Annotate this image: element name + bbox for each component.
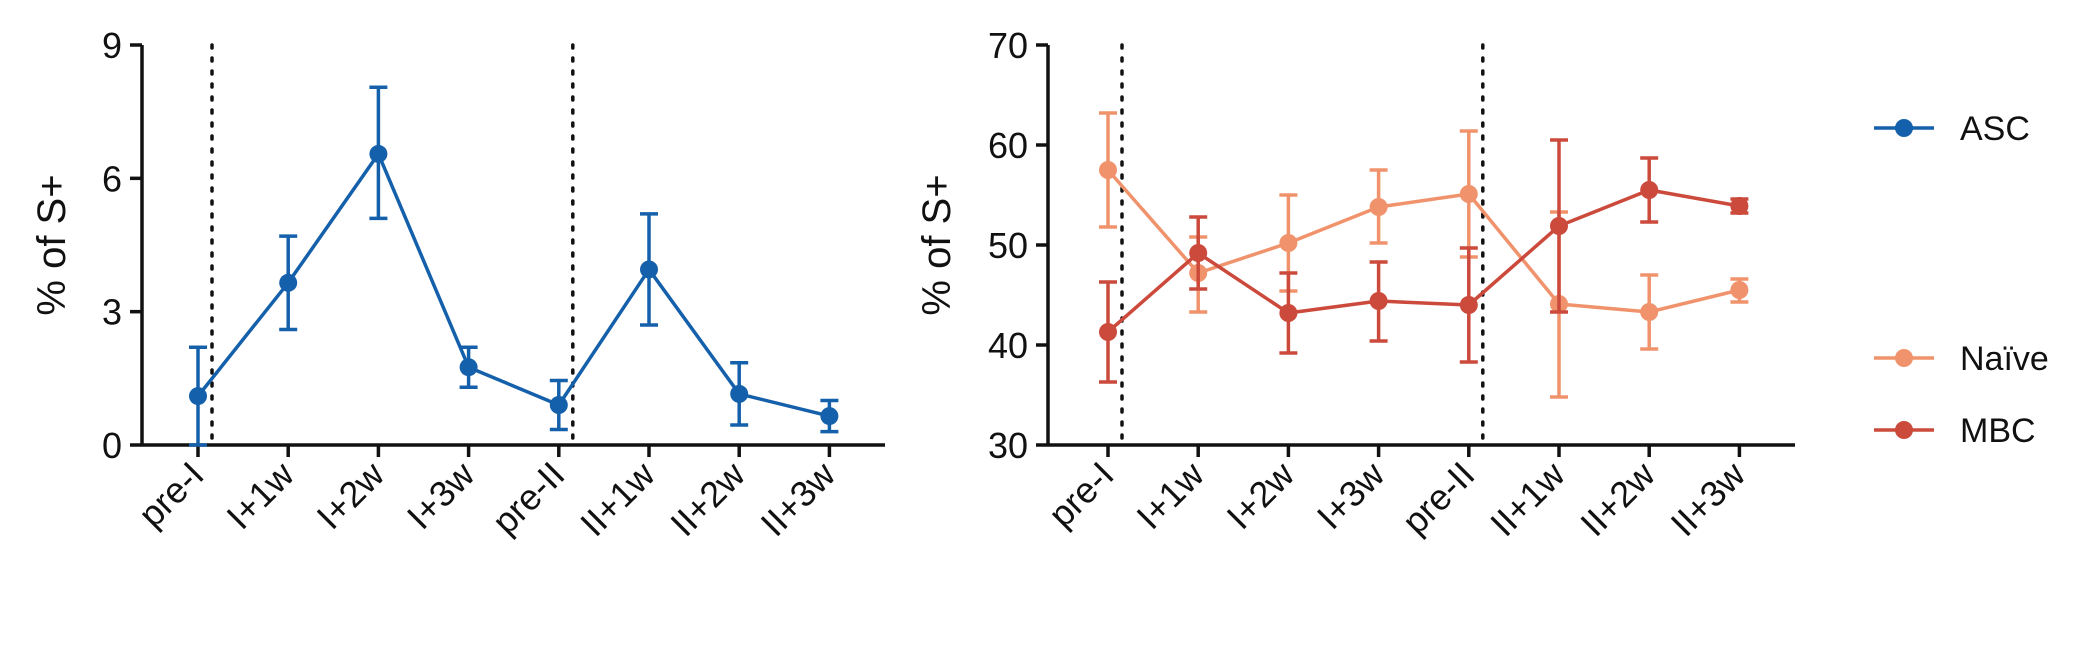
data-point-mbc-ii-2w <box>1640 181 1659 199</box>
data-point-mbc-i-3w <box>1369 292 1388 310</box>
legend-marker-mbc <box>1895 421 1913 439</box>
legend-item-mbc: MBC <box>1874 412 2036 450</box>
x-tick-label-i-2w: I+2w <box>309 453 393 537</box>
y-axis-title: % of S+ <box>915 174 959 315</box>
data-point-mbc-pre-ii <box>1459 296 1478 314</box>
y-tick-label-70: 70 <box>988 25 1028 66</box>
data-point-naive-i-3w <box>1369 198 1388 216</box>
legend-item-naive: Naïve <box>1874 340 2049 378</box>
x-tick-label-ii-3w: II+3w <box>753 453 844 544</box>
legend-label-asc: ASC <box>1960 110 2030 148</box>
data-point-asc-ii-2w <box>730 384 749 403</box>
data-point-naive-ii-2w <box>1640 303 1659 321</box>
x-tick-label-i-3w: I+3w <box>1309 453 1393 537</box>
x-tick-label-i-3w: I+3w <box>399 453 483 537</box>
legend-label-mbc: MBC <box>1960 412 2036 450</box>
x-tick-label-pre-ii: pre-II <box>484 454 572 542</box>
data-point-naive-ii-3w <box>1730 281 1749 299</box>
data-point-naive-pre-i <box>1099 161 1117 179</box>
data-point-asc-ii-3w <box>820 407 839 426</box>
series-naive <box>1099 111 1749 399</box>
legend-marker-naive <box>1895 349 1913 367</box>
data-point-mbc-ii-1w <box>1550 217 1568 235</box>
data-point-asc-pre-i <box>189 387 207 406</box>
data-point-asc-ii-1w <box>640 260 658 279</box>
legend: ASC Naïve MBC <box>1874 110 2049 450</box>
x-tick-label-pre-ii: pre-II <box>1394 454 1482 542</box>
y-tick-label-50: 50 <box>988 225 1028 266</box>
legend-item-asc: ASC <box>1874 110 2030 148</box>
series-asc <box>189 85 839 447</box>
data-point-asc-i-2w <box>369 144 388 163</box>
data-point-asc-i-1w <box>279 273 298 292</box>
y-tick-label-60: 60 <box>988 125 1028 166</box>
x-tick-label-ii-3w: II+3w <box>1663 453 1754 544</box>
series-mbc <box>1099 138 1749 384</box>
series-line-asc <box>196 152 830 418</box>
data-point-mbc-ii-3w <box>1730 197 1749 215</box>
y-axis-title: % of S+ <box>30 174 74 315</box>
y-tick-label-30: 30 <box>988 425 1028 466</box>
series-line-mbc <box>1106 188 1740 334</box>
x-tick-label-i-1w: I+1w <box>218 453 302 537</box>
y-tick-label-6: 6 <box>102 158 122 199</box>
legend-marker-asc <box>1895 119 1913 137</box>
data-point-naive-i-2w <box>1279 234 1298 252</box>
data-point-asc-i-3w <box>459 358 478 377</box>
x-tick-label-pre-i: pre-I <box>130 454 211 535</box>
x-tick-label-ii-2w: II+2w <box>1572 453 1663 544</box>
data-point-asc-pre-ii <box>549 396 568 414</box>
x-tick-label-ii-1w: II+1w <box>1482 453 1573 544</box>
series-line-naive <box>1106 168 1740 314</box>
y-tick-label-9: 9 <box>102 25 122 66</box>
legend-label-naive: Naïve <box>1960 340 2049 378</box>
y-tick-label-40: 40 <box>988 325 1028 366</box>
data-point-mbc-i-1w <box>1189 244 1208 262</box>
data-point-mbc-i-2w <box>1279 304 1298 322</box>
data-point-naive-pre-ii <box>1459 185 1478 203</box>
x-tick-label-i-1w: I+1w <box>1128 453 1212 537</box>
x-tick-label-pre-i: pre-I <box>1040 454 1121 535</box>
y-tick-label-0: 0 <box>102 425 122 466</box>
x-tick-label-i-2w: I+2w <box>1219 453 1303 537</box>
x-tick-label-ii-2w: II+2w <box>662 453 753 544</box>
x-tick-label-ii-1w: II+1w <box>572 453 663 544</box>
data-point-mbc-pre-i <box>1099 323 1117 341</box>
chart-panel-asc: 0 3 6 9 pre-I I+1w I+2w I+3w pre-II II+1w II+2w II+… <box>30 25 885 544</box>
y-tick-label-3: 3 <box>102 292 122 333</box>
